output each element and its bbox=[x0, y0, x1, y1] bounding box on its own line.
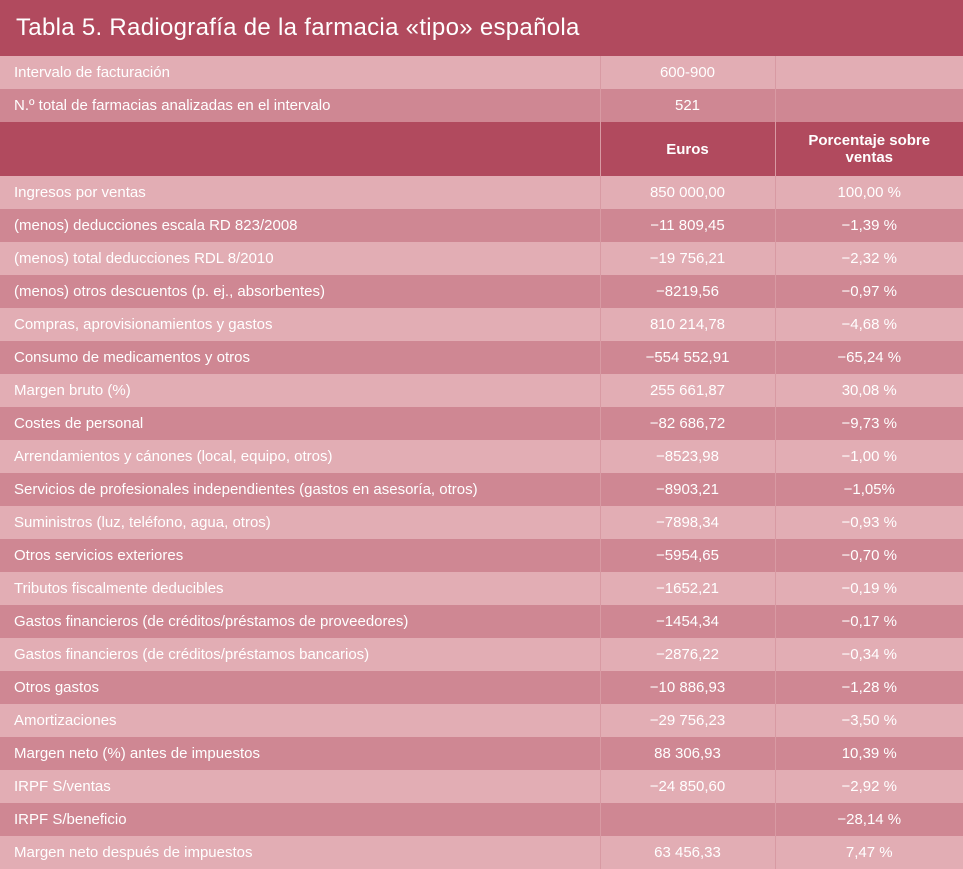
row-euros: −8523,98 bbox=[600, 440, 775, 473]
row-label: Amortizaciones bbox=[0, 704, 600, 737]
table-row: (menos) deducciones escala RD 823/2008−1… bbox=[0, 209, 963, 242]
row-euros: −1652,21 bbox=[600, 572, 775, 605]
header-euros-cell: Euros bbox=[600, 122, 775, 176]
row-pct: 10,39 % bbox=[775, 737, 963, 770]
row-pct: −0,97 % bbox=[775, 275, 963, 308]
row-label: Gastos financieros (de créditos/préstamo… bbox=[0, 605, 600, 638]
row-label: Compras, aprovisionamientos y gastos bbox=[0, 308, 600, 341]
table-row: Ingresos por ventas850 000,00100,00 % bbox=[0, 176, 963, 209]
table-row: (menos) otros descuentos (p. ej., absorb… bbox=[0, 275, 963, 308]
table-row: Tributos fiscalmente deducibles−1652,21−… bbox=[0, 572, 963, 605]
row-pct: −28,14 % bbox=[775, 803, 963, 836]
row-pct: −1,39 % bbox=[775, 209, 963, 242]
row-euros: −29 756,23 bbox=[600, 704, 775, 737]
row-label: (menos) total deducciones RDL 8/2010 bbox=[0, 242, 600, 275]
row-pct: −2,32 % bbox=[775, 242, 963, 275]
table-row: Amortizaciones−29 756,23−3,50 % bbox=[0, 704, 963, 737]
row-pct: −0,93 % bbox=[775, 506, 963, 539]
table-row: Margen neto después de impuestos63 456,3… bbox=[0, 836, 963, 869]
row-euros: 255 661,87 bbox=[600, 374, 775, 407]
row-label: Ingresos por ventas bbox=[0, 176, 600, 209]
table-row: IRPF S/beneficio −28,14 % bbox=[0, 803, 963, 836]
table-row: Gastos financieros (de créditos/préstamo… bbox=[0, 605, 963, 638]
row-euros: −19 756,21 bbox=[600, 242, 775, 275]
row-pct: −0,17 % bbox=[775, 605, 963, 638]
row-label: (menos) otros descuentos (p. ej., absorb… bbox=[0, 275, 600, 308]
row-euros: 63 456,33 bbox=[600, 836, 775, 869]
row-pct: −65,24 % bbox=[775, 341, 963, 374]
row-label: Suministros (luz, teléfono, agua, otros) bbox=[0, 506, 600, 539]
row-pct: −2,92 % bbox=[775, 770, 963, 803]
row-pct: −4,68 % bbox=[775, 308, 963, 341]
table-row: Servicios de profesionales independiente… bbox=[0, 473, 963, 506]
table-row: IRPF S/ventas−24 850,60−2,92 % bbox=[0, 770, 963, 803]
row-euros: −82 686,72 bbox=[600, 407, 775, 440]
table-row: Margen bruto (%)255 661,8730,08 % bbox=[0, 374, 963, 407]
row-label: Gastos financieros (de créditos/préstamo… bbox=[0, 638, 600, 671]
row-label: Otros gastos bbox=[0, 671, 600, 704]
row-euros: −1454,34 bbox=[600, 605, 775, 638]
row-euros: 521 bbox=[600, 89, 775, 122]
row-euros: −8903,21 bbox=[600, 473, 775, 506]
row-label: Tributos fiscalmente deducibles bbox=[0, 572, 600, 605]
row-label: Arrendamientos y cánones (local, equipo,… bbox=[0, 440, 600, 473]
row-euros: −8219,56 bbox=[600, 275, 775, 308]
table-row: Otros servicios exteriores−5954,65−0,70 … bbox=[0, 539, 963, 572]
row-pct: −0,34 % bbox=[775, 638, 963, 671]
row-pct bbox=[775, 89, 963, 122]
table-row: (menos) total deducciones RDL 8/2010−19 … bbox=[0, 242, 963, 275]
row-pct: 100,00 % bbox=[775, 176, 963, 209]
row-label: IRPF S/ventas bbox=[0, 770, 600, 803]
table-row: Suministros (luz, teléfono, agua, otros)… bbox=[0, 506, 963, 539]
row-pct: −1,28 % bbox=[775, 671, 963, 704]
header-label-cell bbox=[0, 122, 600, 176]
data-table: Intervalo de facturación600-900N.º total… bbox=[0, 56, 963, 869]
row-label: Otros servicios exteriores bbox=[0, 539, 600, 572]
row-pct: −9,73 % bbox=[775, 407, 963, 440]
table-row: Costes de personal−82 686,72−9,73 % bbox=[0, 407, 963, 440]
table-row: Consumo de medicamentos y otros−554 552,… bbox=[0, 341, 963, 374]
header-pct-cell: Porcentaje sobre ventas bbox=[775, 122, 963, 176]
row-label: Consumo de medicamentos y otros bbox=[0, 341, 600, 374]
row-label: N.º total de farmacias analizadas en el … bbox=[0, 89, 600, 122]
row-euros: 850 000,00 bbox=[600, 176, 775, 209]
row-euros: −10 886,93 bbox=[600, 671, 775, 704]
row-euros: 88 306,93 bbox=[600, 737, 775, 770]
column-header-row: EurosPorcentaje sobre ventas bbox=[0, 122, 963, 176]
row-euros: 600-900 bbox=[600, 56, 775, 89]
table-title: Tabla 5. Radiografía de la farmacia «tip… bbox=[0, 0, 963, 56]
row-pct: −0,19 % bbox=[775, 572, 963, 605]
table-row: Compras, aprovisionamientos y gastos810 … bbox=[0, 308, 963, 341]
row-label: Margen neto (%) antes de impuestos bbox=[0, 737, 600, 770]
row-label: Intervalo de facturación bbox=[0, 56, 600, 89]
row-euros: −7898,34 bbox=[600, 506, 775, 539]
row-pct: 7,47 % bbox=[775, 836, 963, 869]
row-pct bbox=[775, 56, 963, 89]
table-row: Intervalo de facturación600-900 bbox=[0, 56, 963, 89]
row-label: Margen bruto (%) bbox=[0, 374, 600, 407]
row-label: Servicios de profesionales independiente… bbox=[0, 473, 600, 506]
row-euros bbox=[600, 803, 775, 836]
table-row: Gastos financieros (de créditos/préstamo… bbox=[0, 638, 963, 671]
row-euros: −5954,65 bbox=[600, 539, 775, 572]
row-pct: −3,50 % bbox=[775, 704, 963, 737]
row-pct: −0,70 % bbox=[775, 539, 963, 572]
row-euros: −11 809,45 bbox=[600, 209, 775, 242]
row-pct: 30,08 % bbox=[775, 374, 963, 407]
row-euros: −2876,22 bbox=[600, 638, 775, 671]
row-pct: −1,00 % bbox=[775, 440, 963, 473]
row-label: (menos) deducciones escala RD 823/2008 bbox=[0, 209, 600, 242]
table-row: N.º total de farmacias analizadas en el … bbox=[0, 89, 963, 122]
row-euros: −24 850,60 bbox=[600, 770, 775, 803]
row-euros: −554 552,91 bbox=[600, 341, 775, 374]
row-label: Margen neto después de impuestos bbox=[0, 836, 600, 869]
table-row: Arrendamientos y cánones (local, equipo,… bbox=[0, 440, 963, 473]
row-euros: 810 214,78 bbox=[600, 308, 775, 341]
table-row: Otros gastos−10 886,93−1,28 % bbox=[0, 671, 963, 704]
table-row: Margen neto (%) antes de impuestos88 306… bbox=[0, 737, 963, 770]
table-container: Tabla 5. Radiografía de la farmacia «tip… bbox=[0, 0, 963, 869]
row-label: Costes de personal bbox=[0, 407, 600, 440]
row-pct: −1,05% bbox=[775, 473, 963, 506]
row-label: IRPF S/beneficio bbox=[0, 803, 600, 836]
